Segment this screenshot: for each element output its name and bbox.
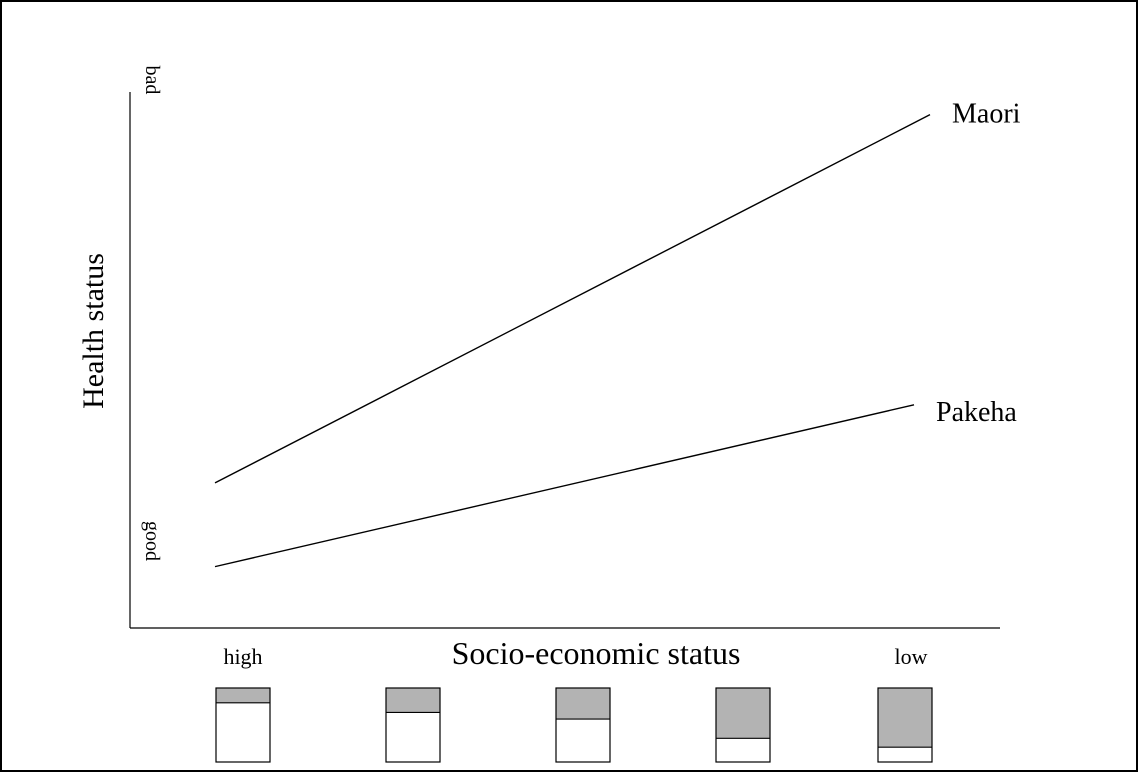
bar-legend (215, 687, 933, 763)
legend-bar-1 (215, 687, 271, 763)
legend-bar-4 (715, 687, 771, 763)
legend-bar-shade-1 (216, 688, 270, 703)
legend-bar-5 (877, 687, 933, 763)
legend-bar-shade-2 (386, 688, 440, 713)
legend-bar-2 (385, 687, 441, 763)
legend-bar-shade-4 (716, 688, 770, 739)
series-line-pakeha (214, 404, 915, 568)
series-line-maori (214, 114, 931, 484)
y-axis-label: Health status (77, 253, 110, 409)
series-layer: Maori Pakeha (214, 99, 1021, 568)
series-label-maori: Maori (952, 99, 1021, 130)
y-tick-label-bad: bad (141, 66, 163, 95)
x-tick-label-high: high (223, 644, 262, 669)
y-tick-label-good: good (141, 521, 163, 561)
legend-bar-3 (555, 687, 611, 763)
legend-bar-shade-3 (556, 688, 610, 720)
legend-bar-shade-5 (878, 688, 932, 748)
x-axis-label: Socio-economic status (452, 635, 741, 671)
series-label-pakeha: Pakeha (936, 397, 1017, 428)
x-tick-label-low: low (895, 644, 928, 669)
